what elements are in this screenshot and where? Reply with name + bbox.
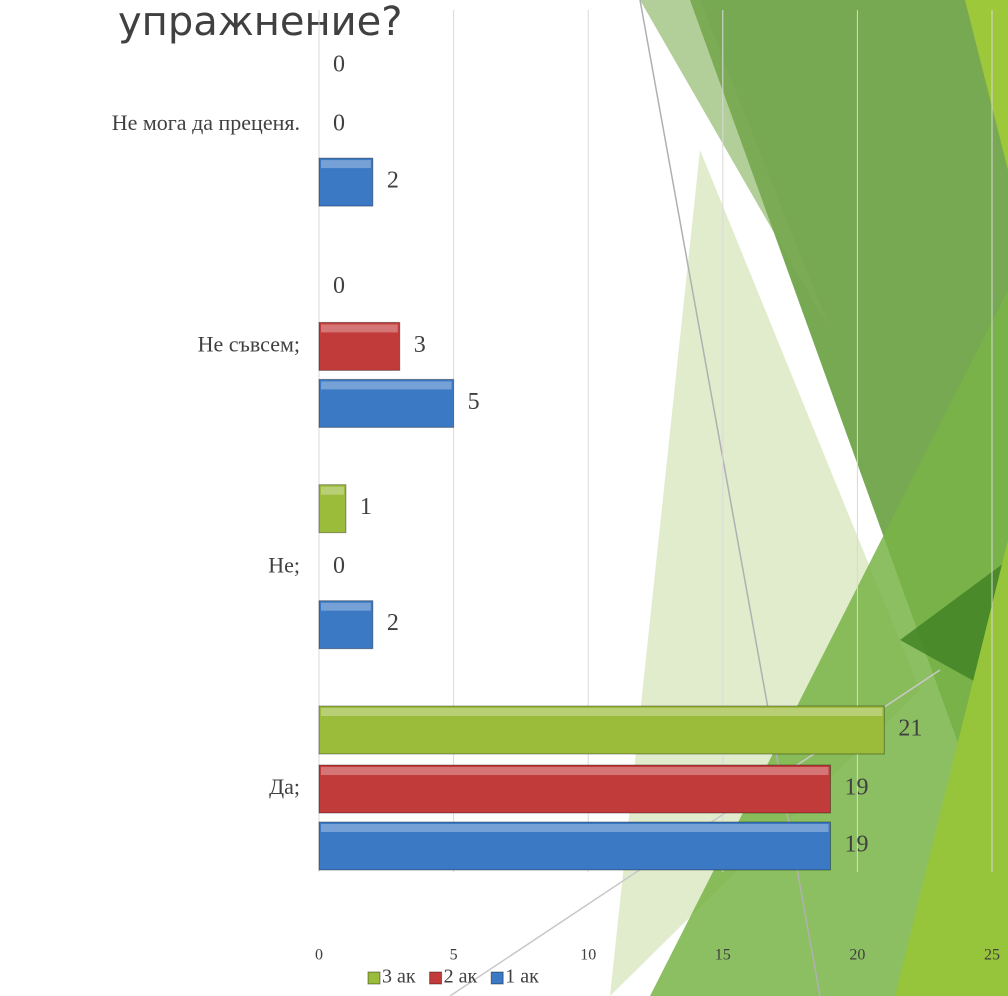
x-tick-label: 0: [315, 947, 323, 964]
chart-title: упражнение?: [118, 0, 403, 45]
y-tick-label: Не съвсем;: [198, 331, 300, 356]
value-label: 2: [387, 610, 399, 636]
x-tick-label: 20: [849, 947, 865, 964]
value-label: 1: [360, 494, 372, 520]
legend-label: 3 ак: [382, 966, 416, 988]
value-label: 2: [387, 168, 399, 194]
legend-marker: [368, 972, 380, 984]
value-label: 3: [414, 332, 426, 358]
value-label: 19: [844, 775, 868, 801]
value-label: 5: [468, 389, 480, 415]
bar-bevel: [321, 708, 882, 716]
legend-marker: [491, 972, 503, 984]
value-label: 0: [333, 273, 345, 299]
value-label: 0: [333, 553, 345, 579]
bar-bevel: [321, 603, 371, 611]
x-tick-label: 5: [450, 947, 458, 964]
bar-bevel: [321, 324, 398, 332]
legend-label: 2 ак: [444, 966, 478, 988]
bar-bevel: [321, 824, 828, 832]
y-tick-label: Не мога да преценя.: [112, 110, 300, 135]
bar-bevel: [321, 381, 452, 389]
bar-bevel: [321, 160, 371, 168]
value-label: 0: [333, 52, 345, 78]
value-label: 21: [898, 716, 922, 742]
chart: упражнение? 0510152025Да;Не;Не съвсем;Не…: [0, 0, 1008, 996]
value-label: 0: [333, 111, 345, 137]
y-tick-label: Да;: [269, 774, 300, 799]
value-label: 19: [844, 832, 868, 858]
x-tick-label: 25: [984, 947, 1000, 964]
legend-marker: [430, 972, 442, 984]
legend-label: 1 ак: [505, 966, 539, 988]
x-tick-label: 10: [580, 947, 596, 964]
x-tick-label: 15: [715, 947, 731, 964]
y-tick-label: Не;: [268, 553, 300, 578]
bar-bevel: [321, 487, 344, 495]
bar-bevel: [321, 767, 828, 775]
